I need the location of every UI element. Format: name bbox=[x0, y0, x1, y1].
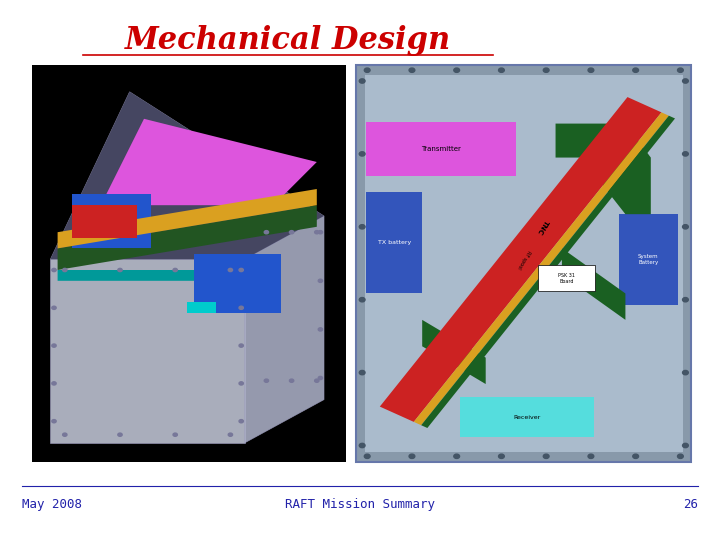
Circle shape bbox=[683, 152, 688, 156]
Polygon shape bbox=[72, 205, 137, 238]
Polygon shape bbox=[50, 259, 245, 443]
Circle shape bbox=[678, 68, 683, 72]
Circle shape bbox=[118, 433, 122, 436]
Text: Transmitter: Transmitter bbox=[421, 146, 461, 152]
Polygon shape bbox=[58, 189, 317, 248]
Polygon shape bbox=[421, 116, 675, 428]
Circle shape bbox=[544, 454, 549, 458]
Circle shape bbox=[409, 68, 415, 72]
Circle shape bbox=[318, 231, 323, 234]
Circle shape bbox=[239, 268, 243, 272]
Polygon shape bbox=[562, 248, 626, 320]
Circle shape bbox=[315, 379, 319, 382]
Circle shape bbox=[239, 306, 243, 309]
Text: TX battery: TX battery bbox=[377, 240, 411, 245]
Polygon shape bbox=[50, 92, 324, 259]
Polygon shape bbox=[58, 270, 274, 281]
Circle shape bbox=[359, 79, 365, 83]
FancyBboxPatch shape bbox=[366, 122, 516, 177]
Circle shape bbox=[364, 454, 370, 458]
Circle shape bbox=[498, 68, 504, 72]
FancyBboxPatch shape bbox=[538, 265, 595, 291]
Circle shape bbox=[318, 279, 323, 282]
Polygon shape bbox=[72, 194, 151, 248]
Circle shape bbox=[118, 268, 122, 272]
Circle shape bbox=[588, 68, 594, 72]
Text: RAFT Mission Summary: RAFT Mission Summary bbox=[285, 498, 435, 511]
Circle shape bbox=[173, 433, 177, 436]
Circle shape bbox=[289, 231, 294, 234]
Text: Receiver: Receiver bbox=[513, 415, 541, 420]
Circle shape bbox=[315, 231, 319, 234]
Circle shape bbox=[678, 454, 683, 458]
Polygon shape bbox=[101, 119, 317, 205]
Circle shape bbox=[239, 420, 243, 423]
Polygon shape bbox=[245, 216, 324, 443]
Text: Mechanical Design: Mechanical Design bbox=[125, 25, 451, 56]
FancyBboxPatch shape bbox=[619, 214, 678, 305]
Circle shape bbox=[359, 443, 365, 448]
Circle shape bbox=[683, 79, 688, 83]
Circle shape bbox=[364, 68, 370, 72]
FancyBboxPatch shape bbox=[356, 65, 691, 462]
FancyBboxPatch shape bbox=[365, 75, 683, 452]
Circle shape bbox=[228, 268, 233, 272]
Circle shape bbox=[633, 68, 639, 72]
Polygon shape bbox=[556, 124, 651, 214]
Text: System
Battery: System Battery bbox=[638, 254, 659, 265]
Circle shape bbox=[63, 268, 67, 272]
Circle shape bbox=[239, 344, 243, 347]
FancyBboxPatch shape bbox=[366, 192, 422, 293]
Polygon shape bbox=[414, 112, 669, 425]
Circle shape bbox=[683, 225, 688, 229]
Circle shape bbox=[264, 379, 269, 382]
Circle shape bbox=[239, 382, 243, 385]
Circle shape bbox=[683, 370, 688, 375]
Circle shape bbox=[359, 370, 365, 375]
Polygon shape bbox=[422, 320, 486, 384]
Circle shape bbox=[173, 268, 177, 272]
Circle shape bbox=[409, 454, 415, 458]
Text: 26: 26 bbox=[683, 498, 698, 511]
Polygon shape bbox=[380, 97, 662, 422]
Circle shape bbox=[264, 231, 269, 234]
Circle shape bbox=[683, 443, 688, 448]
Circle shape bbox=[318, 328, 323, 331]
Circle shape bbox=[498, 454, 504, 458]
Circle shape bbox=[544, 68, 549, 72]
Circle shape bbox=[588, 454, 594, 458]
Circle shape bbox=[52, 420, 56, 423]
Circle shape bbox=[683, 298, 688, 302]
Text: TNC: TNC bbox=[536, 219, 549, 235]
Text: May 2008: May 2008 bbox=[22, 498, 81, 511]
Circle shape bbox=[289, 379, 294, 382]
Circle shape bbox=[52, 306, 56, 309]
Circle shape bbox=[228, 433, 233, 436]
FancyBboxPatch shape bbox=[32, 65, 346, 462]
Text: RF spool: RF spool bbox=[517, 249, 531, 269]
Polygon shape bbox=[187, 302, 216, 313]
Circle shape bbox=[359, 298, 365, 302]
Circle shape bbox=[454, 68, 459, 72]
Circle shape bbox=[318, 376, 323, 380]
Circle shape bbox=[52, 382, 56, 385]
Circle shape bbox=[454, 454, 459, 458]
Circle shape bbox=[52, 268, 56, 272]
Polygon shape bbox=[50, 92, 324, 259]
Polygon shape bbox=[58, 205, 317, 270]
Polygon shape bbox=[194, 254, 281, 313]
Circle shape bbox=[63, 433, 67, 436]
FancyBboxPatch shape bbox=[460, 397, 594, 437]
Text: PSK 31
Board: PSK 31 Board bbox=[558, 273, 575, 284]
Circle shape bbox=[359, 152, 365, 156]
Circle shape bbox=[52, 344, 56, 347]
Circle shape bbox=[633, 454, 639, 458]
Circle shape bbox=[359, 225, 365, 229]
